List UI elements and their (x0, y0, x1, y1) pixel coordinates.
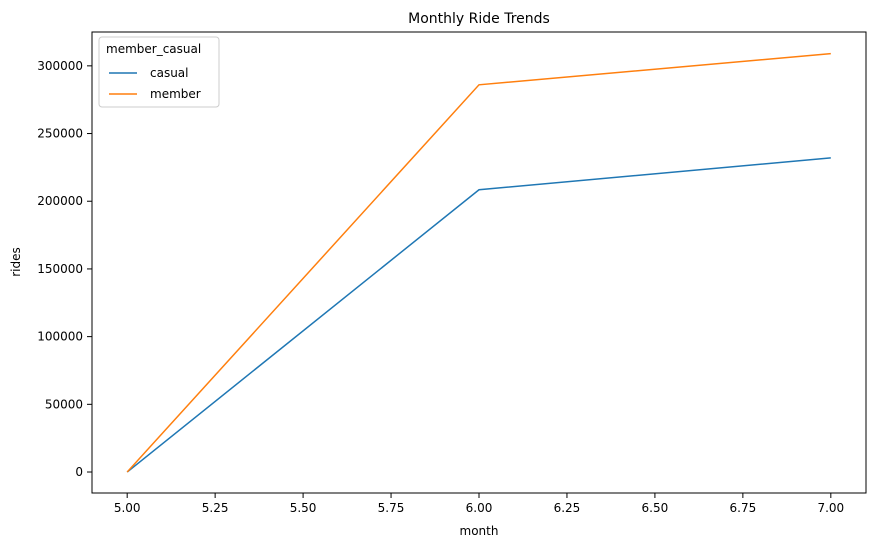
x-tick-label: 6.75 (730, 501, 757, 515)
x-tick-label: 5.25 (202, 501, 229, 515)
legend-box (98, 36, 220, 108)
x-tick-label: 5.75 (378, 501, 405, 515)
x-tick-label: 6.00 (466, 501, 493, 515)
y-tick-label: 0 (75, 465, 83, 479)
y-axis-label: rides (9, 247, 23, 277)
y-tick-label: 200000 (37, 194, 83, 208)
x-tick-label: 6.50 (642, 501, 669, 515)
y-tick-label: 50000 (45, 397, 83, 411)
series-line-casual (126, 157, 831, 473)
series-line-member (126, 52, 831, 473)
chart-title: Monthly Ride Trends (408, 11, 550, 27)
legend-label-casual: casual (150, 66, 189, 80)
y-tick-label: 250000 (37, 127, 83, 141)
legend-label-member: member (150, 87, 201, 101)
legend: member_casual casual member (98, 36, 220, 108)
series-lines (126, 52, 831, 473)
x-tick-label: 6.25 (554, 501, 581, 515)
x-axis: 5.00 5.25 5.50 5.75 6.00 6.25 6.50 6.75 7.00 (114, 493, 844, 515)
y-tick-label: 150000 (37, 262, 83, 276)
legend-title: member_casual (106, 42, 201, 56)
x-axis-label: month (460, 524, 499, 538)
x-tick-label: 5.50 (290, 501, 317, 515)
x-tick-label: 5.00 (114, 501, 141, 515)
y-tick-label: 300000 (37, 59, 83, 73)
y-axis: 0 50000 100000 150000 200000 250000 300000 (37, 59, 92, 479)
x-tick-label: 7.00 (817, 501, 844, 515)
y-tick-label: 100000 (37, 330, 83, 344)
